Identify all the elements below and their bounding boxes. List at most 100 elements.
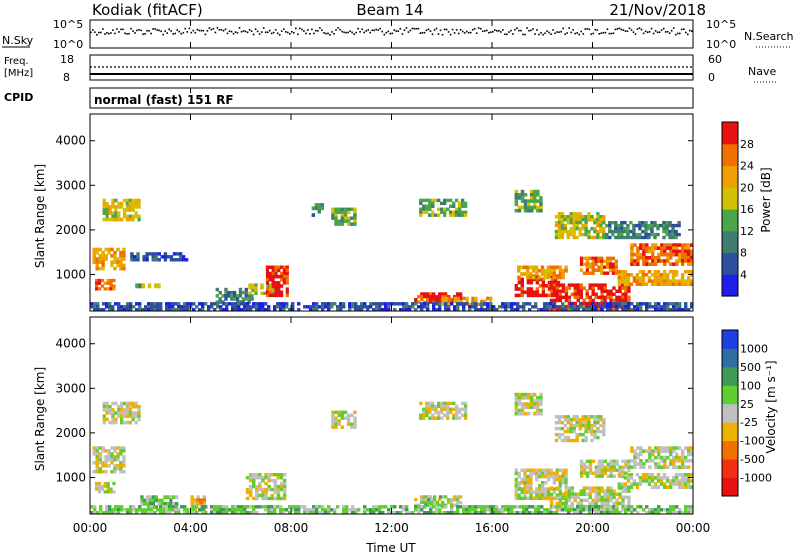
noise-point xyxy=(234,31,237,33)
data-cell xyxy=(231,511,235,515)
noise-point xyxy=(108,32,110,35)
data-cell xyxy=(564,508,568,512)
data-cell xyxy=(125,217,130,222)
data-cell xyxy=(615,308,619,312)
data-cell xyxy=(600,298,604,303)
data-cell xyxy=(291,308,295,312)
data-cell xyxy=(483,302,487,306)
data-cell xyxy=(557,226,562,231)
data-cell xyxy=(99,505,103,509)
data-cell xyxy=(291,302,295,306)
data-cell xyxy=(636,259,640,263)
data-cell xyxy=(656,479,661,483)
noise-point xyxy=(160,30,162,33)
data-cell xyxy=(636,446,640,450)
noise-point xyxy=(134,32,136,34)
data-cell xyxy=(148,495,153,499)
data-cell xyxy=(578,418,582,422)
noise-point xyxy=(687,33,689,36)
data-cell xyxy=(520,277,524,282)
data-cell xyxy=(654,256,658,260)
data-cell xyxy=(684,482,688,486)
data-cell xyxy=(555,289,560,293)
data-cell xyxy=(228,508,232,512)
data-cell xyxy=(541,280,546,285)
data-cell xyxy=(303,305,307,309)
noise-point xyxy=(399,28,402,30)
data-cell xyxy=(249,511,253,515)
data-cell xyxy=(564,471,568,476)
data-cell xyxy=(100,284,105,288)
data-cell xyxy=(128,201,132,206)
data-cell xyxy=(633,449,637,453)
data-cell xyxy=(204,511,208,515)
noise-point xyxy=(204,33,207,36)
data-cell xyxy=(97,484,102,488)
data-cell xyxy=(612,304,616,309)
data-cell xyxy=(175,502,179,506)
data-cell xyxy=(684,476,688,480)
data-cell xyxy=(520,284,524,288)
data-cell xyxy=(629,476,634,480)
data-cell xyxy=(618,492,622,496)
data-cell xyxy=(270,487,274,492)
noise-point xyxy=(278,34,281,36)
data-cell xyxy=(641,221,645,225)
y-tick-label: 3000 xyxy=(55,381,86,395)
data-cell xyxy=(523,481,527,485)
data-cell xyxy=(657,508,661,512)
data-cell xyxy=(552,496,556,501)
data-cell xyxy=(264,490,268,495)
data-cell xyxy=(657,246,661,250)
data-cell xyxy=(125,411,130,415)
data-cell xyxy=(560,212,565,216)
data-cell xyxy=(147,302,151,306)
data-cell xyxy=(534,265,539,270)
data-cell xyxy=(312,511,316,515)
colorbar-swatch xyxy=(722,459,738,478)
data-cell xyxy=(681,246,685,250)
data-cell xyxy=(234,505,238,509)
data-cell xyxy=(120,201,124,206)
data-cell xyxy=(526,287,531,291)
data-cell xyxy=(128,420,132,425)
data-cell xyxy=(431,210,435,214)
data-cell xyxy=(141,511,145,515)
data-cell xyxy=(585,259,589,263)
data-cell xyxy=(572,235,576,240)
data-cell xyxy=(340,210,345,214)
data-cell xyxy=(612,501,616,506)
data-cell xyxy=(546,302,550,306)
noise-point xyxy=(536,29,538,31)
date-title: 21/Nov/2018 xyxy=(609,1,706,19)
data-cell xyxy=(255,505,259,509)
data-cell xyxy=(581,424,585,428)
data-cell xyxy=(147,283,152,289)
data-cell xyxy=(285,278,289,282)
data-cell xyxy=(526,474,530,479)
noise-point xyxy=(122,28,124,31)
data-cell xyxy=(268,290,272,294)
colorbar-swatch xyxy=(722,330,738,349)
data-cell xyxy=(113,464,117,468)
data-cell xyxy=(483,505,487,509)
data-cell xyxy=(276,487,281,492)
data-cell xyxy=(480,302,484,306)
noise-point xyxy=(463,32,466,34)
data-cell xyxy=(311,206,315,211)
data-cell xyxy=(446,198,450,203)
data-cell xyxy=(665,226,669,231)
data-cell xyxy=(237,505,241,509)
data-cell xyxy=(564,481,568,485)
data-cell xyxy=(517,193,522,197)
noise-point xyxy=(560,30,562,33)
data-cell xyxy=(145,255,149,259)
data-cell xyxy=(435,295,439,299)
data-cell xyxy=(585,256,589,260)
noise-point xyxy=(504,33,506,36)
data-cell xyxy=(513,505,517,509)
data-cell xyxy=(671,479,676,483)
data-cell xyxy=(532,471,536,476)
data-cell xyxy=(662,485,667,489)
data-cell xyxy=(602,221,606,225)
